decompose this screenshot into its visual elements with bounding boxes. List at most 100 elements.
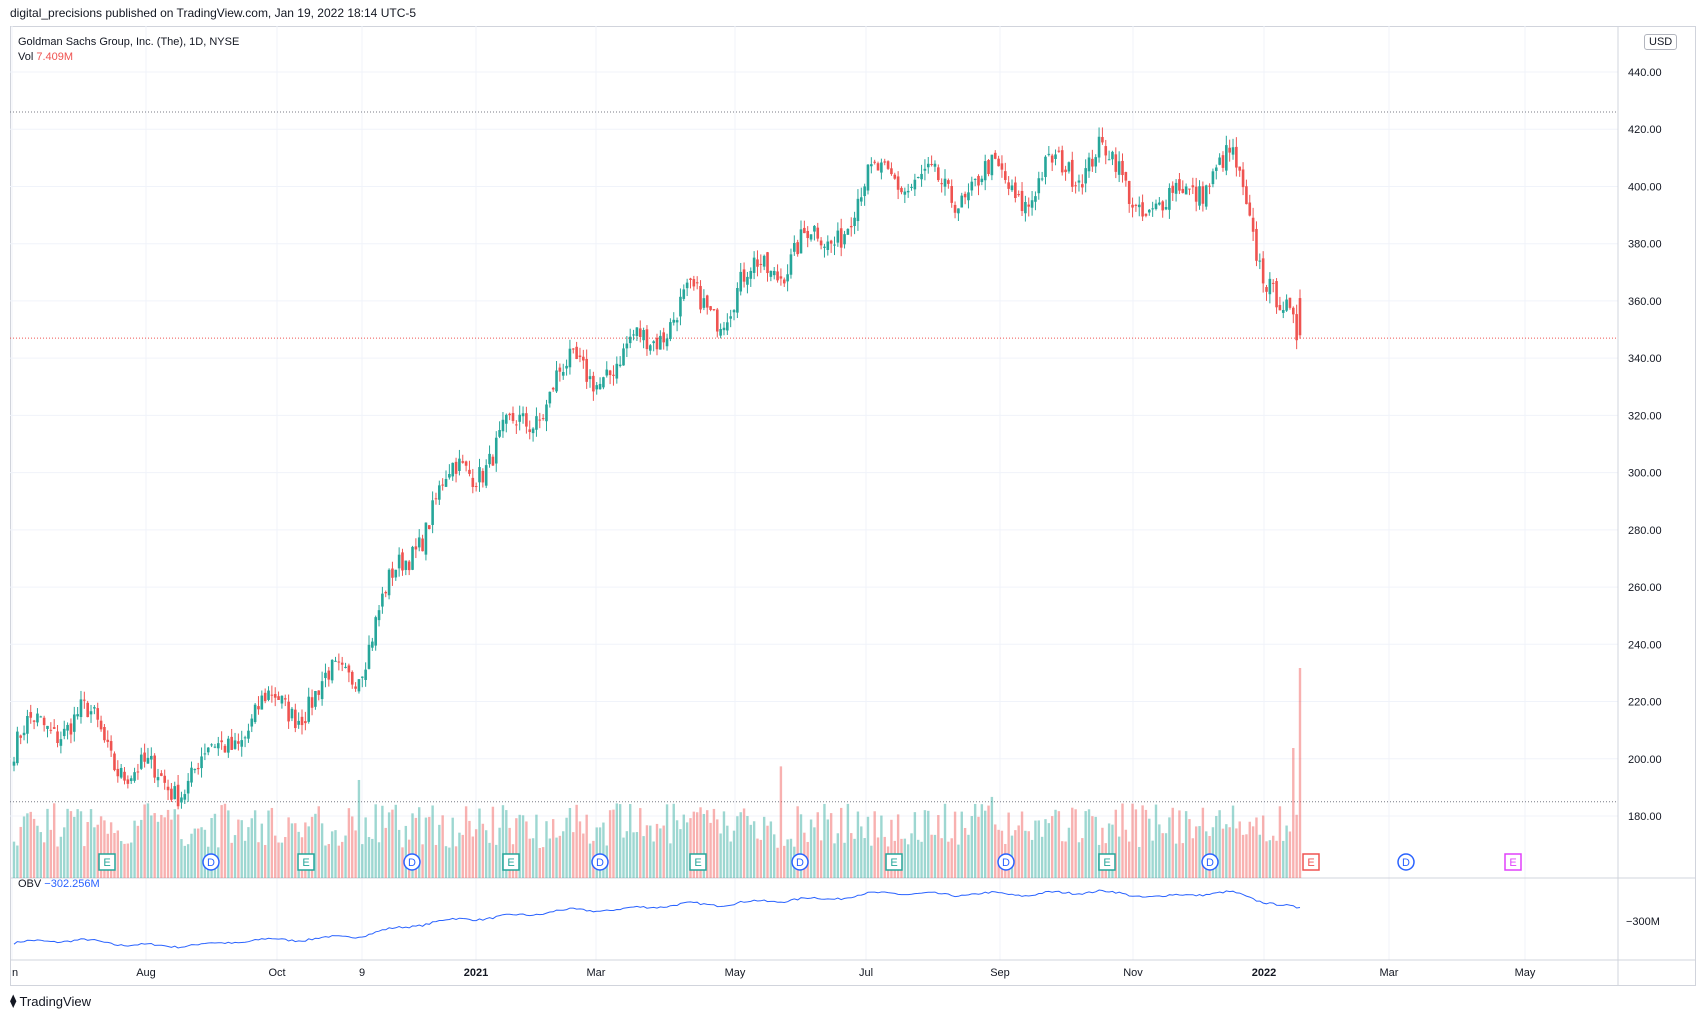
volume-bar	[310, 816, 314, 878]
candle-body	[726, 322, 729, 331]
volume-bar	[304, 822, 307, 878]
volume-bar	[1067, 827, 1071, 878]
candle-body	[12, 761, 16, 766]
candle-body	[712, 309, 716, 311]
volume-bar	[595, 827, 598, 878]
volume-bar	[1061, 841, 1064, 878]
candle-body	[1007, 182, 1010, 189]
candle-body	[782, 279, 786, 284]
chart-frame	[10, 26, 1696, 986]
candle-body	[290, 708, 294, 719]
volume-bar	[307, 826, 310, 878]
candle-body	[1027, 204, 1031, 207]
volume-bar	[957, 844, 960, 878]
earnings-marker-icon: E	[885, 853, 903, 871]
volume-bar	[1057, 811, 1061, 878]
volume-bar	[103, 820, 106, 878]
volume-bar	[890, 819, 893, 878]
candle-body	[1151, 208, 1154, 210]
volume-bar	[501, 805, 505, 878]
candle-body	[873, 161, 876, 163]
candle-body	[786, 274, 789, 282]
volume-bar	[866, 816, 870, 878]
volume-bar	[990, 796, 994, 878]
volume-bar	[545, 821, 548, 878]
volume-bar	[642, 836, 645, 878]
volume-bar	[873, 811, 876, 878]
time-tick-label: n	[12, 967, 18, 979]
earnings-box	[98, 853, 116, 871]
volume-bar	[950, 838, 953, 878]
candle-body	[1258, 260, 1262, 262]
candle-body	[1017, 194, 1020, 196]
volume-bar	[719, 833, 722, 878]
volume-bar	[1275, 840, 1278, 878]
candle-body	[501, 419, 505, 432]
symbol-title[interactable]: Goldman Sachs Group, Inc. (The), 1D, NYS…	[18, 36, 240, 48]
volume-bar	[1178, 810, 1181, 878]
candle-body	[880, 162, 883, 173]
candle-body	[893, 174, 897, 179]
event-letter: D	[1002, 857, 1010, 869]
volume-bar	[253, 810, 257, 878]
volume-bar	[819, 840, 823, 878]
volume-bar	[655, 823, 659, 878]
event-letter: E	[890, 857, 897, 869]
volume-bar	[1074, 809, 1077, 878]
candle-body	[806, 230, 810, 239]
candle-body	[967, 192, 970, 201]
candle-body	[916, 176, 920, 178]
candle-body	[685, 282, 689, 289]
volume-bar	[702, 813, 706, 878]
event-letter: E	[1103, 857, 1110, 869]
candle-body	[675, 320, 679, 323]
volume-bar	[1272, 835, 1275, 878]
footer-brand[interactable]: ⧫ TradingView	[10, 993, 91, 1009]
candle-body	[42, 717, 46, 726]
candle-body	[340, 662, 344, 665]
candle-body	[551, 387, 555, 390]
volume-bar	[602, 822, 605, 878]
candle-body	[545, 404, 548, 422]
volume-bar	[1024, 830, 1027, 878]
currency-button[interactable]: USD	[1644, 34, 1678, 50]
time-tick-label: May	[1515, 967, 1536, 979]
volume-bar	[927, 810, 930, 878]
candle-body	[625, 343, 629, 349]
candle-body	[273, 694, 277, 698]
candle-body	[561, 371, 565, 376]
candle-body	[756, 259, 759, 267]
candle-body	[689, 278, 692, 281]
candle-body	[478, 467, 481, 483]
candle-body	[461, 461, 465, 463]
candle-body	[870, 164, 873, 167]
volume-bar	[863, 838, 866, 878]
volume-bar	[736, 816, 739, 878]
volume-bar	[933, 834, 937, 878]
candle-body	[287, 701, 290, 722]
volume-bar	[896, 814, 900, 878]
volume-bar	[789, 838, 793, 878]
publish-line: digital_precisions published on TradingV…	[10, 6, 417, 20]
candle-body	[1211, 171, 1215, 185]
volume-bar	[712, 808, 716, 878]
volume-bar	[615, 803, 619, 878]
dividend-circle	[1397, 853, 1415, 871]
volume-bar	[766, 825, 769, 878]
volume-bar	[354, 830, 357, 878]
volume-bar	[528, 838, 531, 878]
candle-body	[890, 168, 893, 175]
volume-bar	[1020, 811, 1024, 878]
candle-body	[702, 298, 706, 308]
candle-body	[1070, 159, 1074, 187]
volume-bar	[166, 809, 170, 878]
candle-body	[374, 617, 377, 646]
volume-bar	[374, 804, 377, 878]
volume-bar	[1194, 826, 1198, 878]
candle-body	[1184, 186, 1188, 195]
volume-bar	[63, 827, 66, 878]
candle-body	[1067, 162, 1071, 172]
candle-body	[1204, 185, 1208, 207]
candle-body	[233, 740, 237, 749]
